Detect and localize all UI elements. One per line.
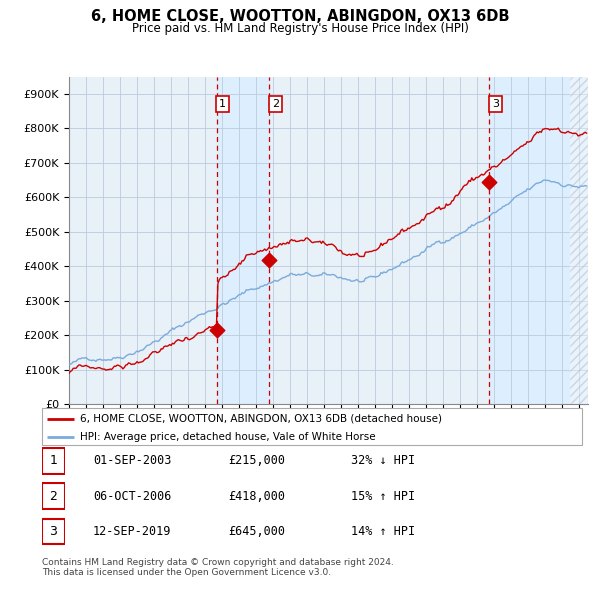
FancyBboxPatch shape xyxy=(42,519,65,545)
Text: 1: 1 xyxy=(219,99,226,109)
Text: 12-SEP-2019: 12-SEP-2019 xyxy=(93,525,172,538)
FancyBboxPatch shape xyxy=(42,483,65,509)
Text: 01-SEP-2003: 01-SEP-2003 xyxy=(93,454,172,467)
FancyBboxPatch shape xyxy=(42,408,582,445)
Text: 14% ↑ HPI: 14% ↑ HPI xyxy=(351,525,415,538)
Bar xyxy=(217,77,269,404)
Text: 06-OCT-2006: 06-OCT-2006 xyxy=(93,490,172,503)
Text: £215,000: £215,000 xyxy=(228,454,285,467)
Bar xyxy=(490,77,588,404)
Text: 6, HOME CLOSE, WOOTTON, ABINGDON, OX13 6DB: 6, HOME CLOSE, WOOTTON, ABINGDON, OX13 6… xyxy=(91,9,509,24)
Text: 6, HOME CLOSE, WOOTTON, ABINGDON, OX13 6DB (detached house): 6, HOME CLOSE, WOOTTON, ABINGDON, OX13 6… xyxy=(80,414,442,424)
Bar xyxy=(569,77,588,404)
Text: Price paid vs. HM Land Registry's House Price Index (HPI): Price paid vs. HM Land Registry's House … xyxy=(131,22,469,35)
Text: 1: 1 xyxy=(49,454,58,467)
Text: 3: 3 xyxy=(49,525,58,538)
Text: Contains HM Land Registry data © Crown copyright and database right 2024.
This d: Contains HM Land Registry data © Crown c… xyxy=(42,558,394,577)
Text: 3: 3 xyxy=(492,99,499,109)
Text: £418,000: £418,000 xyxy=(228,490,285,503)
FancyBboxPatch shape xyxy=(42,448,65,474)
Text: £645,000: £645,000 xyxy=(228,525,285,538)
Text: HPI: Average price, detached house, Vale of White Horse: HPI: Average price, detached house, Vale… xyxy=(80,432,376,442)
Text: 32% ↓ HPI: 32% ↓ HPI xyxy=(351,454,415,467)
Point xyxy=(485,177,494,186)
Text: 15% ↑ HPI: 15% ↑ HPI xyxy=(351,490,415,503)
Point xyxy=(265,255,274,265)
Bar xyxy=(569,77,588,404)
Text: 2: 2 xyxy=(272,99,279,109)
Text: 2: 2 xyxy=(49,490,58,503)
Point xyxy=(212,325,221,335)
